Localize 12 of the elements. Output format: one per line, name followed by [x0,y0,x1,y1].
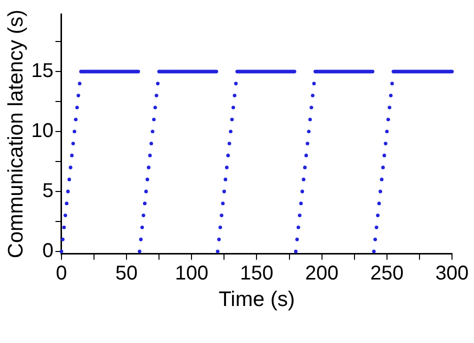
x-tick-label: 300 [435,262,469,284]
y-tick-label: 5 [42,180,54,202]
x-tick-label: 250 [370,262,404,284]
x-tick-label: 50 [115,262,138,284]
y-tick-label: 0 [42,240,54,262]
x-tick-label: 200 [305,262,339,284]
x-tick-label: 150 [240,262,274,284]
x-axis-title: Time (s) [218,288,295,312]
y-axis-title: Communication latency (s) [4,10,28,258]
x-tick-label: 100 [174,262,208,284]
y-tick-label: 10 [31,120,54,142]
y-tick-label: 15 [31,60,54,82]
